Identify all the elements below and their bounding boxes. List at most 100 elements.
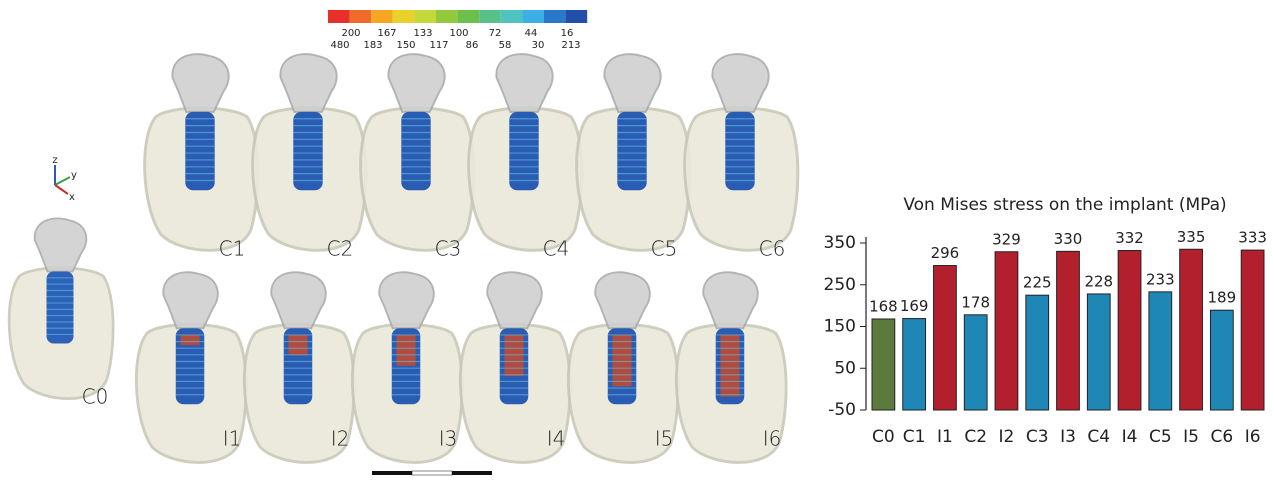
implant [47,272,74,344]
x-tick-label: C1 [903,427,926,447]
implant-render [9,218,113,398]
colorbar-label: 183 [363,40,382,51]
value-label: 330 [1054,230,1083,248]
value-label: 189 [1208,289,1237,307]
x-tick-label: C3 [1026,427,1049,447]
stress-zone [181,335,200,345]
colorbar-swatch [522,10,544,23]
colorbar-swatch [350,10,372,23]
bar [1210,310,1233,410]
stress-zone [613,335,632,386]
value-label: 233 [1146,270,1175,288]
x-tick-label: I1 [937,427,953,447]
colorbar-label: 30 [532,40,545,51]
crown [487,272,542,328]
colorbar-swatch [393,10,415,23]
y-tick-label: 250 [824,275,856,295]
colorbar-label: 133 [413,28,432,39]
panel-label: I6 [763,427,782,451]
crown [712,54,768,112]
colorbar-label: 167 [377,28,396,39]
chart-title: Von Mises stress on the implant (MPa) [903,195,1226,215]
implant [617,112,646,190]
y-tick-label: 150 [824,317,856,337]
crown [271,272,326,328]
bar [1026,295,1049,410]
colorbar-swatch [436,10,458,23]
panel-label: C1 [219,237,246,261]
colorbar-swatch [566,10,588,23]
implant-render [685,54,798,250]
panel-label: I2 [331,427,350,451]
implant-render [469,54,582,250]
figure: Von Mises stress on the implant (MPa) 20… [0,0,1274,486]
bar [1149,292,1172,410]
colorbar-label: 200 [341,28,360,39]
x-tick-label: C0 [872,427,895,447]
colorbar-swatch [371,10,393,23]
scale-bar [372,471,492,475]
colorbar-label: 150 [396,40,415,51]
bar [1057,251,1080,410]
x-tick-label: C6 [1211,427,1234,447]
bar [903,319,926,410]
colorbar-label: 44 [525,28,538,39]
implant [185,112,214,190]
crown [35,218,87,271]
crown [379,272,434,328]
colorbar-label: 86 [466,40,479,51]
panel-label: C0 [82,385,109,409]
colorbar-label: 58 [499,40,512,51]
stress-zone [289,335,308,356]
y-tick-label: 350 [824,233,856,253]
bar [1241,250,1264,410]
stress-zone [721,335,740,397]
colorbar-swatch [328,10,350,23]
triad-label: y [71,170,77,181]
value-label: 228 [1084,272,1113,290]
x-tick-label: I5 [1183,427,1199,447]
crown [595,272,650,328]
x-tick-label: C2 [964,427,987,447]
implant [293,112,322,190]
triad-axis [55,185,68,194]
value-label: 168 [869,297,898,315]
value-label: 296 [931,244,960,262]
colorbar-swatch [544,10,566,23]
crown [604,54,660,112]
value-label: 332 [1115,229,1144,247]
y-tick-label: -50 [828,400,856,420]
crown [280,54,336,112]
x-tick-label: C5 [1149,427,1172,447]
value-label: 178 [961,293,990,311]
crown [496,54,552,112]
colorbar-swatch [501,10,523,23]
panel-label: I3 [439,427,458,451]
value-label: 329 [992,230,1021,248]
bar [872,319,895,410]
x-tick-label: I3 [1060,427,1076,447]
colorbar-swatch [414,10,436,23]
value-label: 169 [900,297,929,315]
bar [934,266,957,410]
implant [509,112,538,190]
crown [388,54,444,112]
value-label: 335 [1177,228,1206,246]
x-tick-label: C4 [1087,427,1110,447]
colorbar-label: 117 [429,40,448,51]
x-tick-label: I6 [1245,427,1261,447]
panel-label: C6 [759,237,786,261]
implant-render [577,54,690,250]
crown [163,272,218,328]
panel-label: I5 [655,427,674,451]
x-tick-label: I4 [1122,427,1138,447]
colorbar-swatch [458,10,480,23]
value-label: 225 [1023,274,1052,292]
axes-triad: zyx [52,155,77,203]
implant-render [253,54,366,250]
implant [725,112,754,190]
panel-label: I4 [547,427,566,451]
bar [1087,294,1110,410]
bar [995,252,1018,410]
bar [1180,249,1203,410]
